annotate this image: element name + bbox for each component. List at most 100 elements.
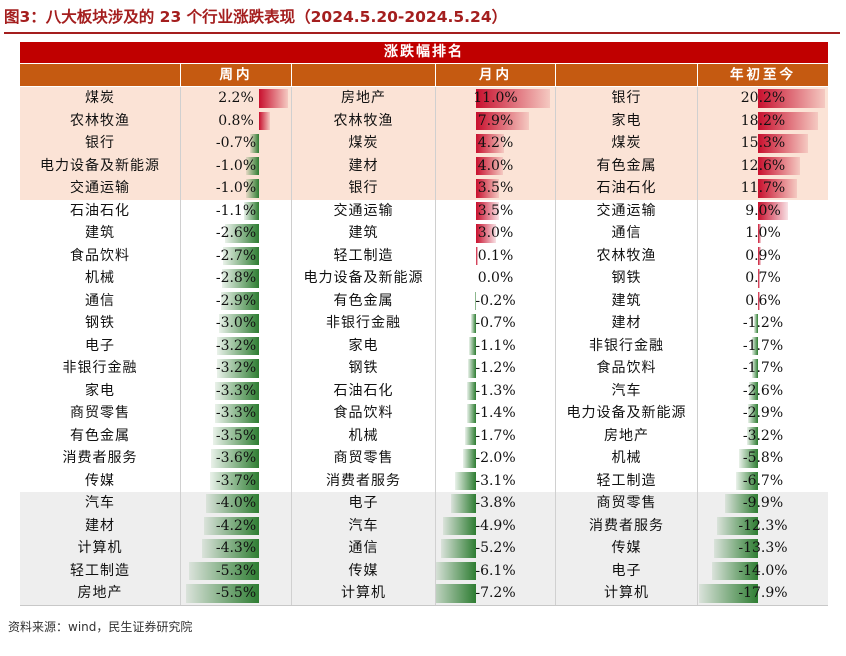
week-value-cell: -2.8%	[181, 267, 291, 290]
week-data-bar	[216, 359, 259, 378]
week-data-bar	[223, 246, 259, 265]
ytd-data-bar	[752, 359, 758, 378]
month-data-bar	[476, 156, 503, 175]
week-industry-name: 建筑	[85, 225, 115, 241]
ytd-industry-name: 通信	[611, 225, 642, 241]
ytd-data-bar	[725, 494, 758, 513]
week-data-bar	[224, 224, 259, 243]
month-value-label: -3.1%	[475, 472, 516, 489]
ytd-data-bar	[758, 246, 761, 265]
month-value-label: -0.7%	[475, 315, 516, 331]
week-value-cell: -3.2%	[181, 357, 291, 380]
ytd-value-cell: -1.7%	[698, 357, 828, 380]
ytd-data-bar	[752, 336, 758, 355]
month-value-cell: 4.2%	[436, 132, 555, 155]
ytd-industry-name: 食品饮料	[596, 360, 657, 376]
top-band	[20, 87, 828, 200]
month-data-bar	[466, 404, 476, 423]
month-value-cell: -1.3%	[436, 380, 555, 403]
week-value-label: -2.7%	[215, 247, 257, 264]
week-data-bar	[203, 516, 259, 535]
month-data-bar	[436, 561, 476, 580]
week-industry-name: 有色金属	[70, 427, 130, 444]
week-value-label: -3.7%	[215, 472, 257, 489]
week-value-cell: -3.2%	[181, 335, 291, 358]
month-industry-name: 银行	[348, 180, 379, 196]
ytd-value-label: 0.9%	[745, 247, 781, 264]
ytd-value-label: 18.2%	[740, 112, 786, 129]
week-data-bar	[259, 111, 270, 130]
week-value-cell: -1.0%	[181, 177, 291, 200]
month-data-bar	[476, 201, 500, 220]
month-value-cell: -4.9%	[436, 515, 555, 538]
month-value-cell: -7.2%	[436, 582, 555, 605]
week-industry-name: 交通运输	[70, 180, 130, 196]
ytd-value-label: -5.8%	[742, 450, 784, 466]
week-data-bar	[215, 381, 259, 400]
month-value-label: -4.9%	[475, 517, 516, 534]
ytd-value-cell: -9.9%	[698, 492, 828, 515]
month-value-cell: -1.4%	[436, 402, 555, 425]
month-value-cell: 0.1%	[436, 245, 555, 268]
ytd-value-cell: -5.8%	[698, 447, 828, 470]
month-industry-name: 轻工制造	[333, 247, 394, 264]
ytd-industry-name: 农林牧渔	[596, 247, 657, 264]
month-value-label: -0.2%	[475, 292, 516, 309]
week-value-cell: -4.0%	[181, 492, 291, 515]
ytd-value-label: -14.0%	[738, 562, 788, 579]
header-month: 月内	[436, 64, 555, 86]
ytd-value-cell: -17.9%	[698, 582, 828, 605]
week-value-label: 0.8%	[218, 112, 254, 129]
week-value-label: -2.9%	[215, 292, 257, 309]
week-value-cell: -1.1%	[181, 200, 291, 223]
week-value-label: -3.3%	[215, 382, 257, 399]
ytd-value-cell: -6.7%	[698, 470, 828, 493]
month-value-label: -1.3%	[475, 382, 516, 399]
week-value-cell: -3.0%	[181, 312, 291, 335]
month-data-bar	[464, 426, 476, 445]
ytd-value-label: -13.3%	[738, 540, 788, 556]
week-industry-name: 煤炭	[85, 90, 115, 106]
ytd-value-cell: 9.0%	[698, 200, 828, 223]
ytd-data-bar	[758, 111, 819, 130]
month-value-label: 3.5%	[477, 180, 514, 196]
ytd-value-label: 0.6%	[745, 292, 781, 309]
week-data-bar	[210, 471, 259, 490]
week-value-label: -5.3%	[215, 562, 257, 579]
month-value-cell: -0.2%	[436, 290, 555, 313]
ytd-industry-name: 石油石化	[596, 180, 657, 196]
ytd-value-cell: 0.7%	[698, 267, 828, 290]
week-value-label: 2.2%	[218, 90, 254, 106]
month-industry-name: 通信	[348, 540, 379, 556]
ytd-data-bar	[758, 201, 788, 220]
week-industry-name: 汽车	[85, 495, 115, 511]
ytd-value-label: 15.3%	[740, 135, 786, 151]
column-separator	[697, 87, 698, 605]
ytd-value-cell: 20.2%	[698, 87, 828, 110]
week-value-label: -0.7%	[215, 135, 257, 151]
month-value-label: -3.8%	[475, 495, 516, 511]
month-industry-name: 汽车	[348, 517, 379, 534]
month-data-bar	[467, 359, 476, 378]
month-industry-name: 商贸零售	[333, 450, 394, 466]
week-industry-name: 食品饮料	[70, 247, 130, 264]
ytd-data-bar	[758, 224, 762, 243]
month-data-bar	[476, 246, 478, 265]
ytd-industry-name: 消费者服务	[589, 517, 664, 534]
week-value-label: -3.2%	[215, 360, 257, 376]
month-data-bar	[441, 539, 476, 558]
week-value-cell: -2.7%	[181, 245, 291, 268]
month-value-label: 0.1%	[477, 247, 514, 264]
ytd-data-bar	[754, 314, 758, 333]
week-data-bar	[212, 426, 259, 445]
week-industry-name: 非银行金融	[62, 360, 138, 376]
month-industry-name: 建材	[348, 157, 379, 174]
week-data-bar	[245, 156, 259, 175]
ytd-value-label: 9.0%	[745, 202, 781, 219]
ytd-industry-name: 银行	[611, 90, 642, 106]
week-value-label: -2.6%	[215, 225, 257, 241]
ytd-value-label: -6.7%	[742, 472, 784, 489]
ytd-data-bar	[714, 539, 758, 558]
ytd-industry-name: 电子	[611, 562, 642, 579]
month-data-bar	[443, 516, 476, 535]
